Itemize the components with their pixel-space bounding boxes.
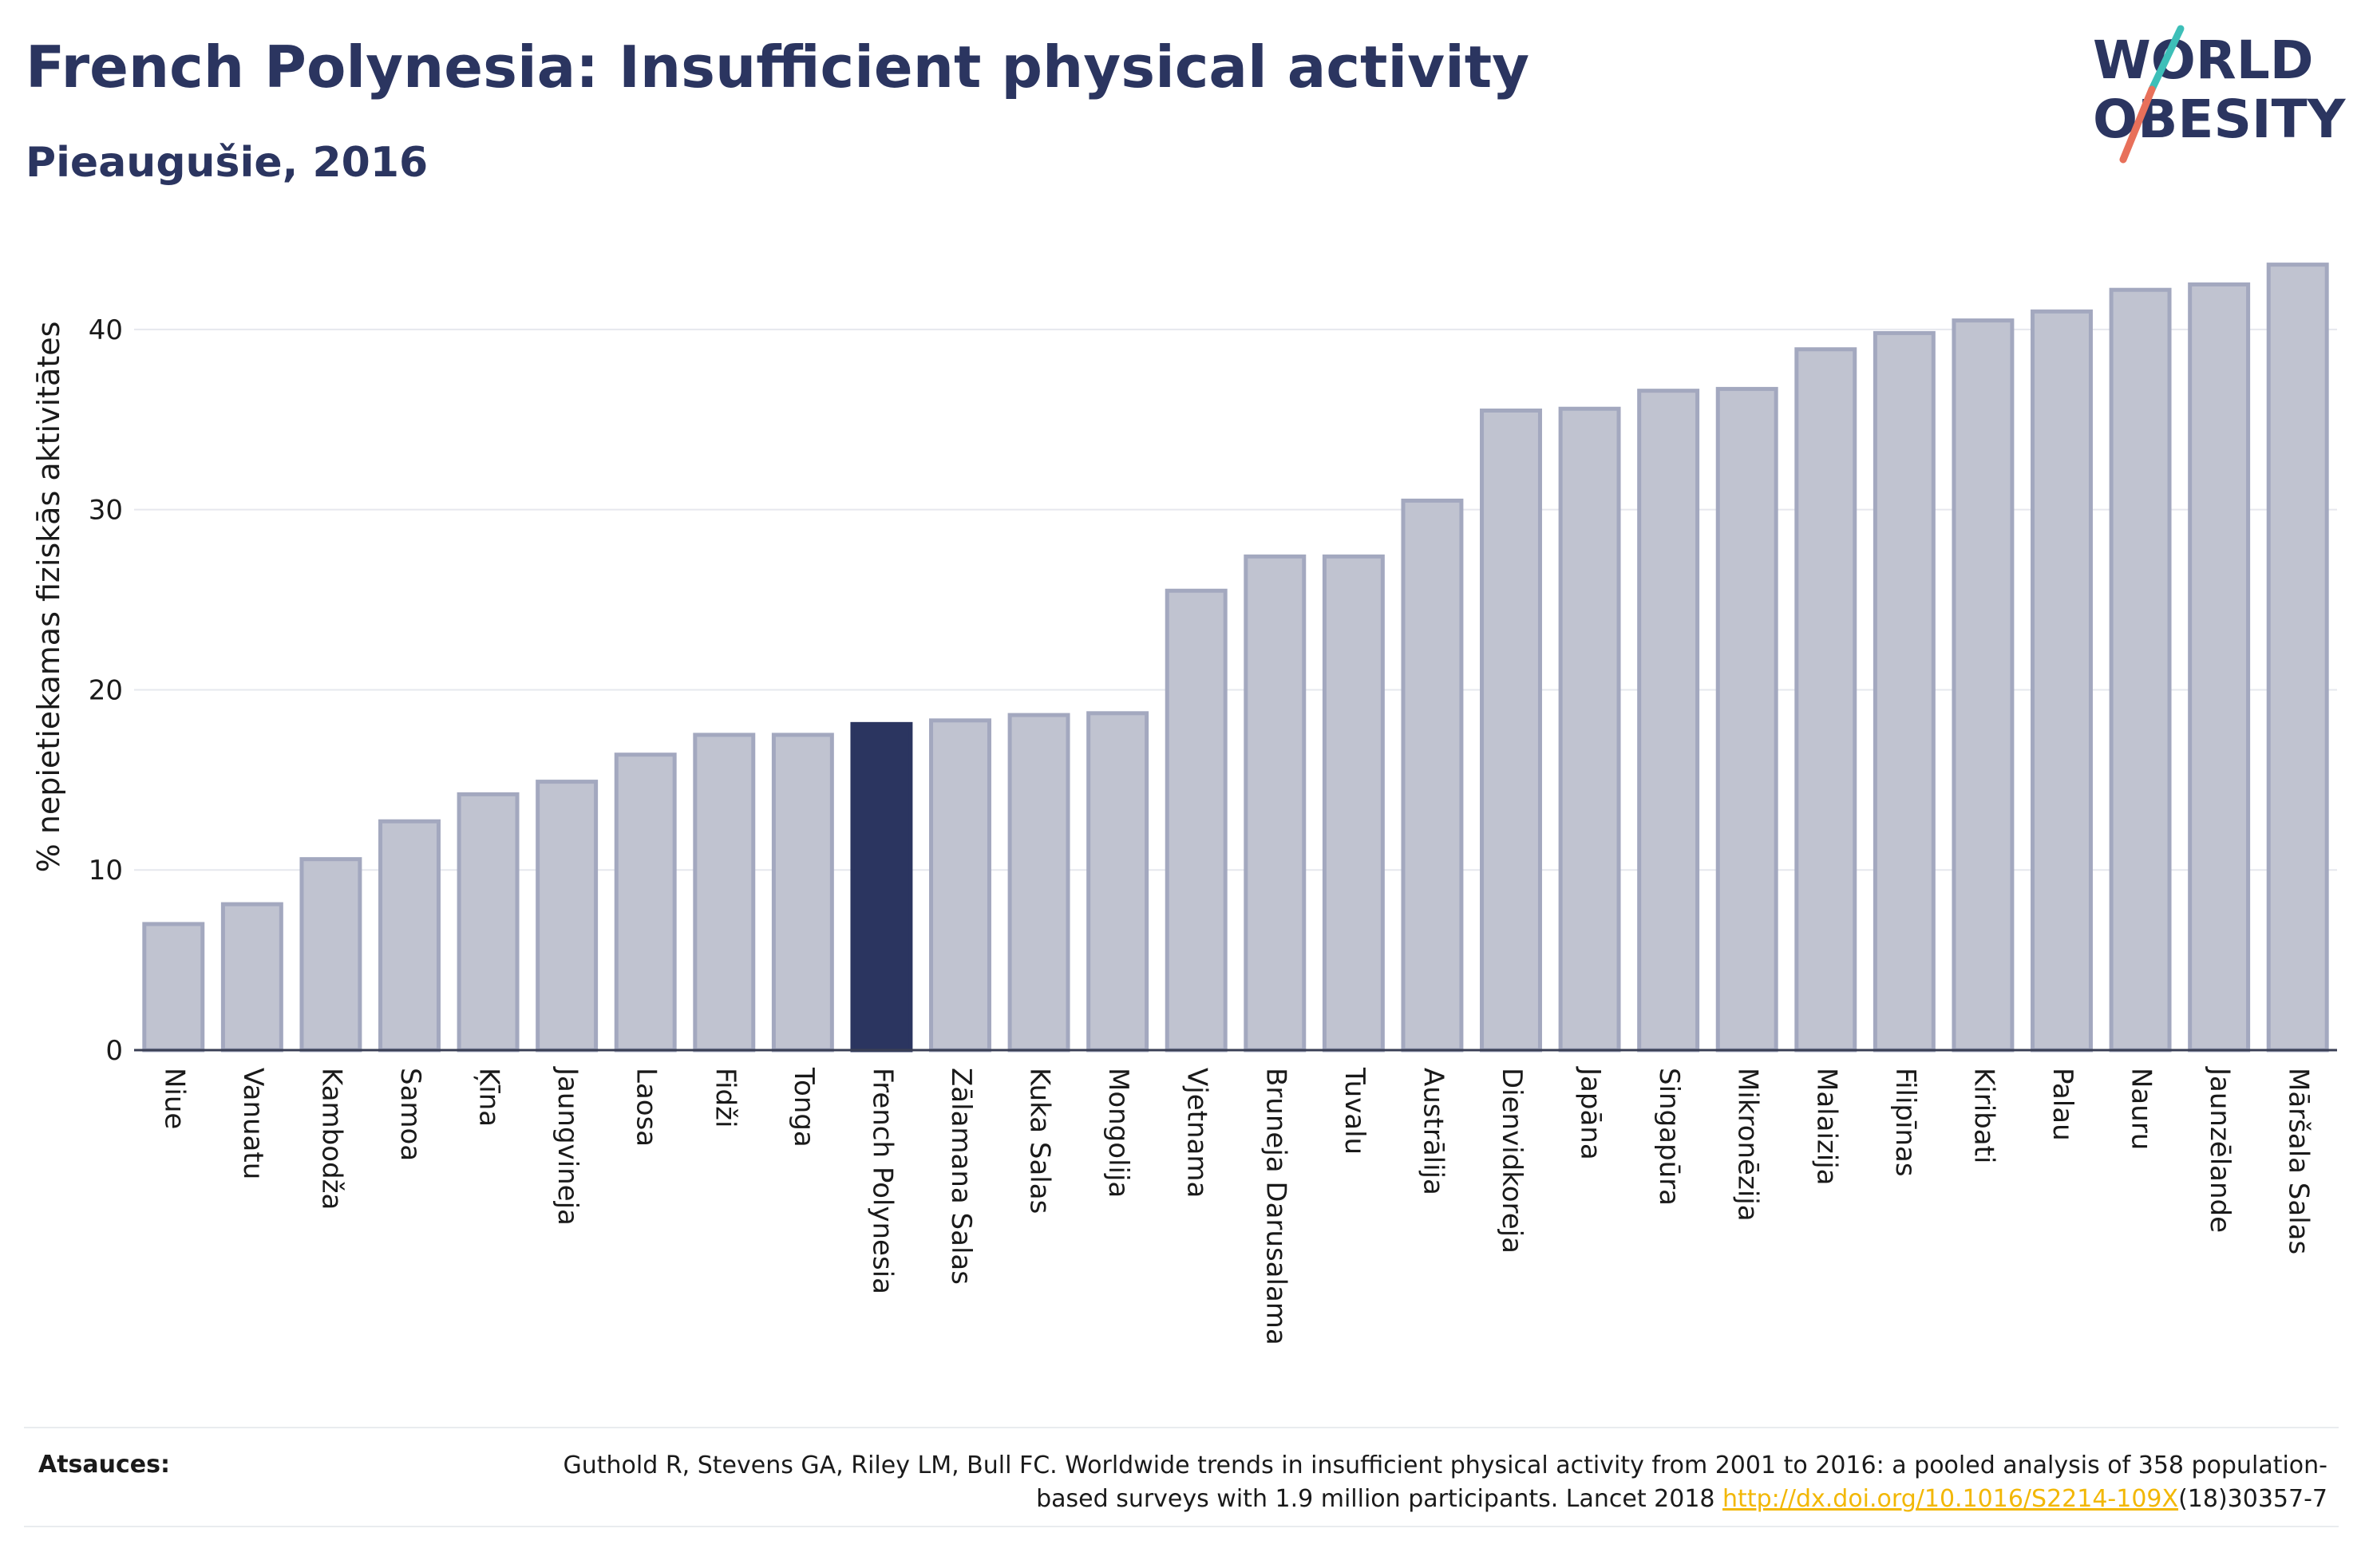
bar [1873,330,1936,1053]
chart-subtitle: Pieaugušie, 2016 [26,139,429,187]
x-tick-label: Tonga [788,1067,820,1147]
x-tick-label: Tuvalu [1339,1067,1370,1155]
bar [1165,588,1228,1053]
x-tick-label: Austrālija [1417,1068,1449,1195]
y-axis-title: % nepietiekamas fiziskās aktivitātes [31,322,66,873]
x-tick-label: Kiribati [1968,1068,1999,1163]
x-tick-label: French Polynesia [866,1068,898,1294]
y-tick-label: 30 [89,495,123,527]
x-tick-label: Jaunzēlande [2204,1066,2236,1233]
bar [1558,406,1621,1053]
chart-title: French Polynesia: Insufficient physical … [26,34,1530,101]
x-tick-label: Mikronēzija [1732,1068,1764,1222]
bar [1794,347,1857,1053]
bar [1480,408,1542,1053]
x-tick-label: Kuka Salas [1024,1068,1056,1214]
x-tick-label: Fidži [709,1068,741,1128]
bar [1952,318,2015,1053]
bar [771,733,834,1053]
x-tick-label: Filipīnas [1889,1068,1921,1177]
bar [614,752,677,1053]
bar [1244,554,1307,1053]
citation-text: Guthold R, Stevens GA, Riley LM, Bull FC… [563,1451,2327,1513]
bar [378,819,441,1053]
category-labels: Niue Vanuatu Kambodža Samoa Ķīna Jaungvineja L… [158,1066,2314,1345]
bar [693,733,756,1053]
x-tick-label: Vanuatu [237,1068,269,1179]
bar [1637,389,1700,1053]
bar-chart: 0 10 20 30 40 Niue Vanuatu Kambodža Samoa Ķīna Ja… [31,263,2337,1345]
logo-slash-teal [2148,25,2185,93]
logo-slash-coral [2119,85,2156,164]
x-tick-label: Kambodža [315,1068,347,1210]
sources-label: Atsauces: [38,1451,170,1479]
bar [299,857,362,1053]
x-tick-label: Japāna [1575,1066,1607,1160]
x-tick-label: Mongolija [1102,1068,1134,1198]
x-tick-label: Dienvidkoreja [1496,1068,1528,1254]
bar [850,721,913,1053]
bars [142,263,2329,1053]
x-tick-label: Laosa [631,1068,662,1147]
bar [2266,263,2329,1053]
x-tick-label: Samoa [394,1068,426,1161]
y-tick-label: 40 [89,314,123,346]
x-tick-label: Ķīna [473,1068,505,1127]
y-tick-label: 0 [105,1035,123,1067]
citation-suffix: (18)30357-7 [2178,1485,2327,1513]
bar [1715,386,1778,1053]
x-tick-label: Nauru [2126,1068,2157,1150]
bar [457,792,520,1053]
sources-citation: Guthold R, Stevens GA, Riley LM, Bull FC… [492,1449,2327,1516]
footer-divider-top [24,1427,2339,1428]
x-tick-label: Zālamana Salas [945,1068,977,1285]
bar [2031,309,2093,1053]
bar [1322,554,1385,1053]
bar [1086,711,1149,1053]
x-tick-label: Niue [158,1068,190,1129]
bar [536,780,599,1053]
bar [2188,282,2251,1053]
bar [929,718,991,1053]
world-obesity-logo: WORLD OBESITY [2083,24,2347,168]
bar [2109,287,2172,1053]
x-tick-label: Vjetnama [1181,1068,1213,1198]
bar [142,922,205,1053]
x-tick-label: Jaungvineja [552,1066,583,1226]
bar [1007,713,1070,1053]
bar [220,902,283,1053]
x-tick-label: Bruneja Darusalama [1260,1068,1291,1345]
logo-line1: WORLD [2093,30,2314,91]
x-tick-label: Māršala Salas [2283,1068,2315,1254]
y-tick-label: 20 [89,674,123,706]
x-tick-label: Singapūra [1653,1068,1685,1206]
x-tick-label: Malaizija [1810,1068,1842,1185]
y-tick-label: 10 [89,855,123,887]
footer-divider-bottom [24,1526,2339,1527]
axes: 0 10 20 30 40 [89,314,2337,1067]
citation-link[interactable]: http://dx.doi.org/10.1016/S2214-109X [1722,1485,2179,1513]
bar [1401,498,1464,1053]
x-tick-label: Palau [2047,1068,2078,1141]
